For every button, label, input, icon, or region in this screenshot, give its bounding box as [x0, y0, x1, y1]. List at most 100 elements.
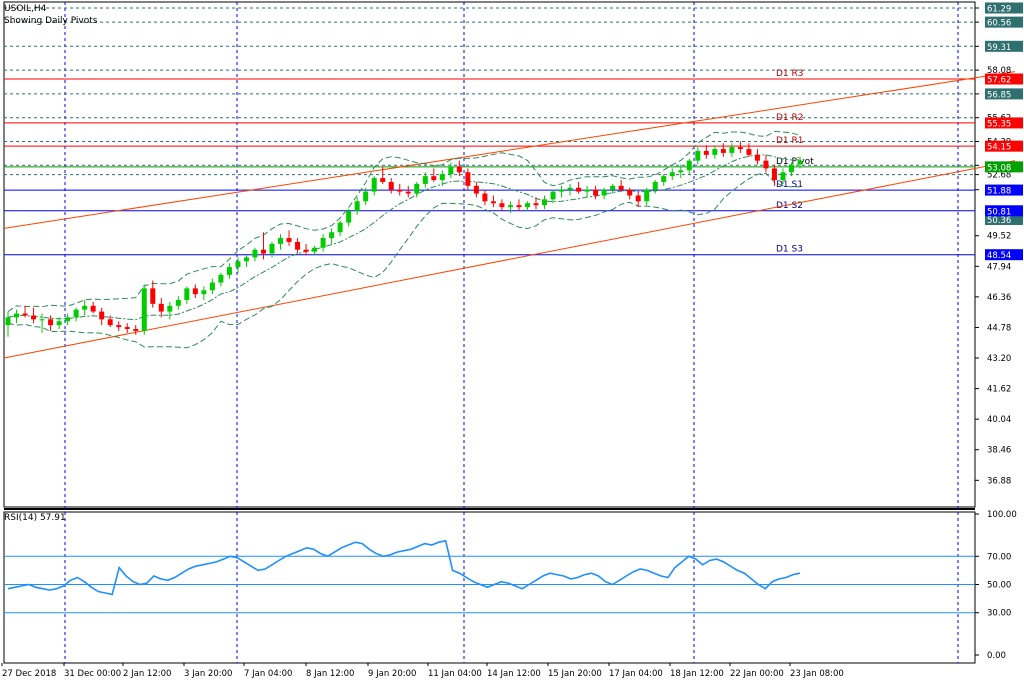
candle-body: [73, 309, 79, 318]
candle-body: [439, 174, 445, 181]
candlesticks: [5, 141, 803, 337]
candle-body: [218, 274, 224, 283]
candle-body: [499, 203, 505, 208]
candle-body: [559, 189, 565, 192]
price-tick-label: 46.36: [987, 293, 1011, 303]
price-tick-label: 52.68: [987, 171, 1011, 181]
candle-body: [116, 325, 122, 328]
candle-body: [252, 249, 258, 258]
candle-body: [243, 257, 249, 262]
candle-body: [31, 315, 37, 320]
candle-body: [158, 303, 164, 312]
price-tick-label: 40.04: [987, 415, 1011, 425]
time-tick-label: 31 Dec 00:00: [64, 669, 121, 679]
candle-body: [56, 321, 62, 326]
candle-body: [90, 305, 96, 312]
time-tick-label: 22 Jan 00:00: [730, 669, 784, 679]
candle-body: [150, 288, 156, 304]
price-axis: 61.2960.5659.3158.0856.8555.6254.3953.16…: [975, 2, 1023, 486]
candle-body: [465, 172, 471, 186]
candle-body: [226, 267, 232, 275]
candle-body: [337, 222, 343, 233]
candle-body: [678, 170, 684, 173]
price-tag-label: 50.36: [987, 216, 1011, 226]
candle-body: [397, 189, 403, 192]
candle-body: [405, 191, 411, 194]
candle-body: [524, 203, 530, 208]
candle-body: [746, 149, 752, 155]
candle-body: [482, 193, 488, 202]
rsi-tick-label: 50.00: [987, 581, 1011, 591]
candle-body: [312, 247, 318, 252]
candle-body: [175, 299, 181, 306]
candle-body: [737, 147, 743, 150]
candle-body: [695, 150, 701, 161]
candle-body: [652, 181, 658, 190]
price-tag: [985, 88, 1023, 100]
candle-body: [627, 189, 633, 196]
time-tick-label: 8 Jan 12:00: [306, 669, 354, 679]
candle-body: [431, 176, 437, 181]
price-tag: [985, 117, 1023, 129]
candle-body: [22, 313, 28, 316]
rsi-frame: [3, 511, 976, 664]
price-tag: [985, 73, 1023, 85]
candle-body: [771, 168, 777, 181]
candle-body: [703, 150, 709, 155]
price-tick-label: 58.08: [987, 66, 1011, 76]
pivot-label: D1 S1: [776, 180, 803, 190]
price-tag: [985, 249, 1023, 261]
price-tag: [985, 140, 1023, 152]
pivot-label: D1 R2: [776, 113, 804, 123]
band-lower: [7, 172, 801, 349]
price-tag-label: 50.81: [987, 207, 1011, 217]
rsi-tick-label: 70.00: [987, 552, 1011, 562]
trend-channel: [3, 71, 1016, 359]
candle-body: [201, 290, 207, 295]
price-tick-label: 36.88: [987, 476, 1011, 486]
candle-body: [48, 319, 54, 326]
candle-body: [618, 185, 624, 190]
candle-body: [209, 282, 215, 291]
rsi-panel: 100.00 70.00 50.00 30.00 0.00: [4, 510, 1017, 661]
candle-body: [5, 317, 11, 326]
bollinger-bands: [7, 130, 801, 349]
band-middle: [7, 154, 801, 321]
pivot-lines: D1 R3 D1 R2 D1 R1 D1 Pivot D1 S1 D1 S2 D1 S3: [4, 69, 975, 256]
price-tick-label: 41.62: [987, 385, 1011, 395]
candle-body: [99, 311, 105, 320]
candle-body: [533, 203, 539, 206]
time-tick-label: 18 Jan 12:00: [670, 669, 724, 679]
time-tick-label: 14 Jan 12:00: [487, 669, 541, 679]
candle-body: [490, 201, 496, 204]
candle-body: [456, 166, 462, 173]
candle-body: [371, 178, 377, 192]
candle-body: [780, 172, 786, 181]
candle-body: [610, 185, 616, 190]
candle-body: [124, 327, 130, 329]
price-tag: [985, 161, 1023, 173]
candle-body: [65, 317, 71, 322]
candle-body: [712, 149, 718, 155]
time-tick-label: 27 Dec 2018: [2, 669, 56, 679]
time-axis: 27 Dec 2018 31 Dec 00:00 2 Jan 12:00 3 Jan …: [1, 663, 844, 679]
candle-body: [235, 261, 241, 268]
price-tag: [985, 184, 1023, 196]
time-tick-label: 15 Jan 20:00: [548, 669, 602, 679]
rsi-line: [7, 539, 801, 596]
candle-body: [550, 191, 556, 200]
candle-body: [260, 249, 266, 254]
price-tag-label: 59.31: [987, 43, 1011, 53]
rsi-tick-label: 0.00: [987, 651, 1006, 661]
candle-body: [192, 288, 198, 295]
candle-body: [363, 191, 369, 202]
candle-body: [542, 199, 548, 206]
candle-body: [567, 187, 573, 190]
candle-body: [295, 241, 301, 250]
candle-body: [797, 160, 803, 165]
channel-lower-line: [3, 160, 1016, 359]
candle-body: [141, 288, 147, 331]
candle-body: [354, 201, 360, 211]
candle-body: [380, 178, 386, 182]
